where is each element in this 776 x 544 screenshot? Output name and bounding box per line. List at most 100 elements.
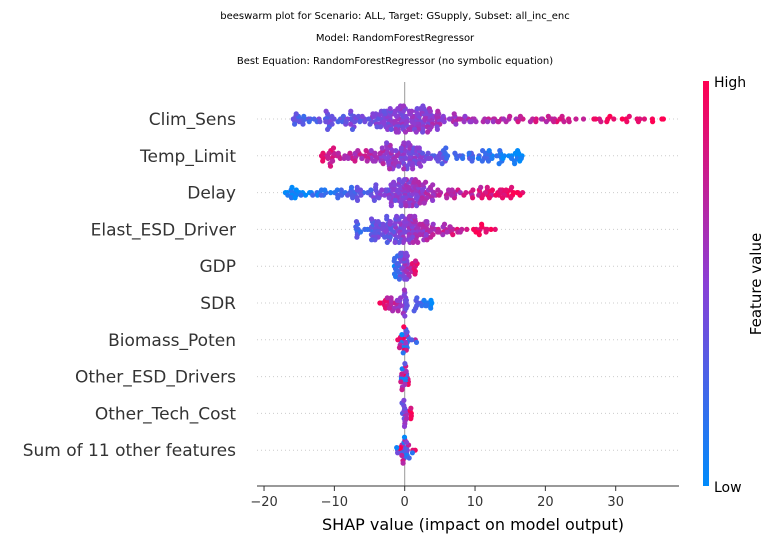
shap-point — [435, 158, 441, 164]
shap-point — [619, 116, 625, 122]
shap-point — [441, 119, 447, 125]
shap-point — [413, 258, 419, 264]
shap-point — [425, 150, 431, 156]
shap-point — [385, 126, 391, 132]
shap-point — [357, 119, 363, 125]
shap-point — [338, 187, 344, 193]
shap-point — [436, 192, 442, 198]
shap-point — [400, 350, 406, 356]
shap-point — [500, 116, 507, 122]
shap-point — [423, 179, 429, 185]
colorbar-title: Feature value — [747, 233, 765, 335]
shap-point — [441, 221, 448, 227]
shap-point — [387, 219, 393, 225]
shap-point — [517, 158, 523, 164]
shap-point — [398, 295, 404, 301]
shap-point — [382, 234, 388, 240]
shap-point — [417, 232, 423, 238]
shap-point — [399, 371, 405, 377]
shap-point — [403, 250, 409, 256]
shap-point — [359, 155, 365, 161]
shap-point — [403, 305, 409, 311]
shap-point — [340, 113, 346, 119]
x-tick-label: 30 — [607, 495, 624, 510]
shap-point — [399, 452, 405, 458]
feature-label: Temp_Limit — [139, 147, 236, 167]
shap-point — [401, 166, 407, 172]
shap-point — [444, 195, 450, 201]
shap-point — [624, 119, 630, 125]
shap-point — [335, 195, 341, 201]
shap-point — [380, 161, 386, 167]
shap-point — [374, 124, 380, 130]
shap-point — [358, 192, 364, 198]
shap-point — [352, 119, 358, 125]
x-tick-label: −20 — [250, 495, 277, 510]
shap-point — [330, 145, 337, 151]
shap-point — [414, 145, 420, 151]
shap-point — [517, 113, 524, 119]
shap-point — [495, 119, 501, 125]
shap-point — [430, 182, 436, 188]
shap-point — [480, 192, 486, 198]
shap-point — [470, 195, 476, 201]
x-tick-label: 0 — [401, 495, 409, 510]
shap-point — [538, 116, 545, 122]
shap-point — [398, 145, 404, 151]
shap-point — [413, 129, 419, 135]
shap-point — [427, 108, 433, 114]
feature-label: SDR — [200, 294, 236, 314]
shap-point — [329, 113, 335, 119]
shap-point — [329, 121, 335, 127]
shap-point — [354, 234, 360, 240]
shap-point — [403, 439, 410, 445]
shap-point — [375, 219, 381, 225]
shap-point — [362, 119, 368, 125]
shap-point — [486, 148, 492, 154]
shap-point — [561, 119, 567, 125]
shap-point — [611, 116, 617, 122]
x-tick-label: 10 — [467, 495, 484, 510]
shap-point — [403, 297, 409, 303]
shap-point — [384, 140, 390, 146]
shap-point — [421, 200, 427, 206]
shap-point — [379, 187, 385, 193]
shap-point — [466, 150, 472, 156]
shap-point — [386, 305, 392, 311]
shap-point — [325, 126, 331, 132]
shap-point — [292, 195, 298, 201]
shap-point — [449, 187, 455, 193]
shap-point — [545, 113, 551, 119]
shap-point — [551, 119, 557, 125]
shap-point — [516, 150, 522, 156]
shap-point — [384, 213, 390, 219]
shap-point — [404, 276, 410, 282]
shap-point — [326, 150, 332, 156]
feature-label: Other_Tech_Cost — [95, 404, 236, 424]
shap-point — [489, 187, 495, 193]
shap-point — [401, 397, 407, 403]
shap-point — [318, 192, 324, 198]
shap-point — [428, 305, 434, 311]
shap-point — [420, 103, 426, 109]
shap-point — [419, 303, 425, 309]
shap-point — [395, 308, 401, 314]
shap-point — [401, 423, 408, 429]
shap-point — [318, 187, 325, 193]
shap-point — [533, 119, 539, 125]
shap-point — [471, 226, 477, 232]
shap-point — [515, 119, 521, 125]
shap-point — [348, 184, 355, 190]
shap-point — [446, 116, 453, 122]
shap-point — [382, 192, 388, 198]
shap-point — [499, 195, 506, 201]
shap-point — [517, 192, 523, 198]
shap-point — [500, 155, 506, 161]
shap-point — [430, 197, 436, 203]
shap-point — [381, 108, 387, 114]
shap-point — [475, 155, 482, 161]
shap-point — [337, 155, 343, 161]
shap-point — [436, 229, 442, 235]
shap-point — [395, 450, 401, 456]
shap-point — [468, 119, 474, 125]
